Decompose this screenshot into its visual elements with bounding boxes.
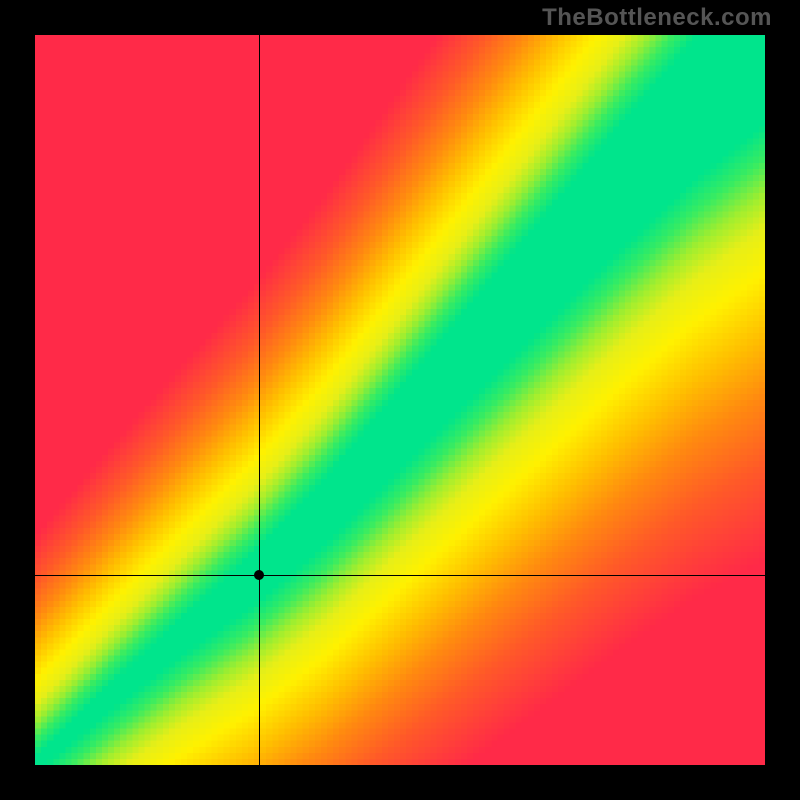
crosshair-horizontal [35, 575, 765, 576]
watermark-text: TheBottleneck.com [542, 4, 772, 32]
crosshair-vertical [259, 35, 260, 765]
bottleneck-heatmap [35, 35, 765, 765]
chart-container: { "watermark": { "text": "TheBottleneck.… [0, 0, 800, 800]
crosshair-marker [254, 570, 264, 580]
